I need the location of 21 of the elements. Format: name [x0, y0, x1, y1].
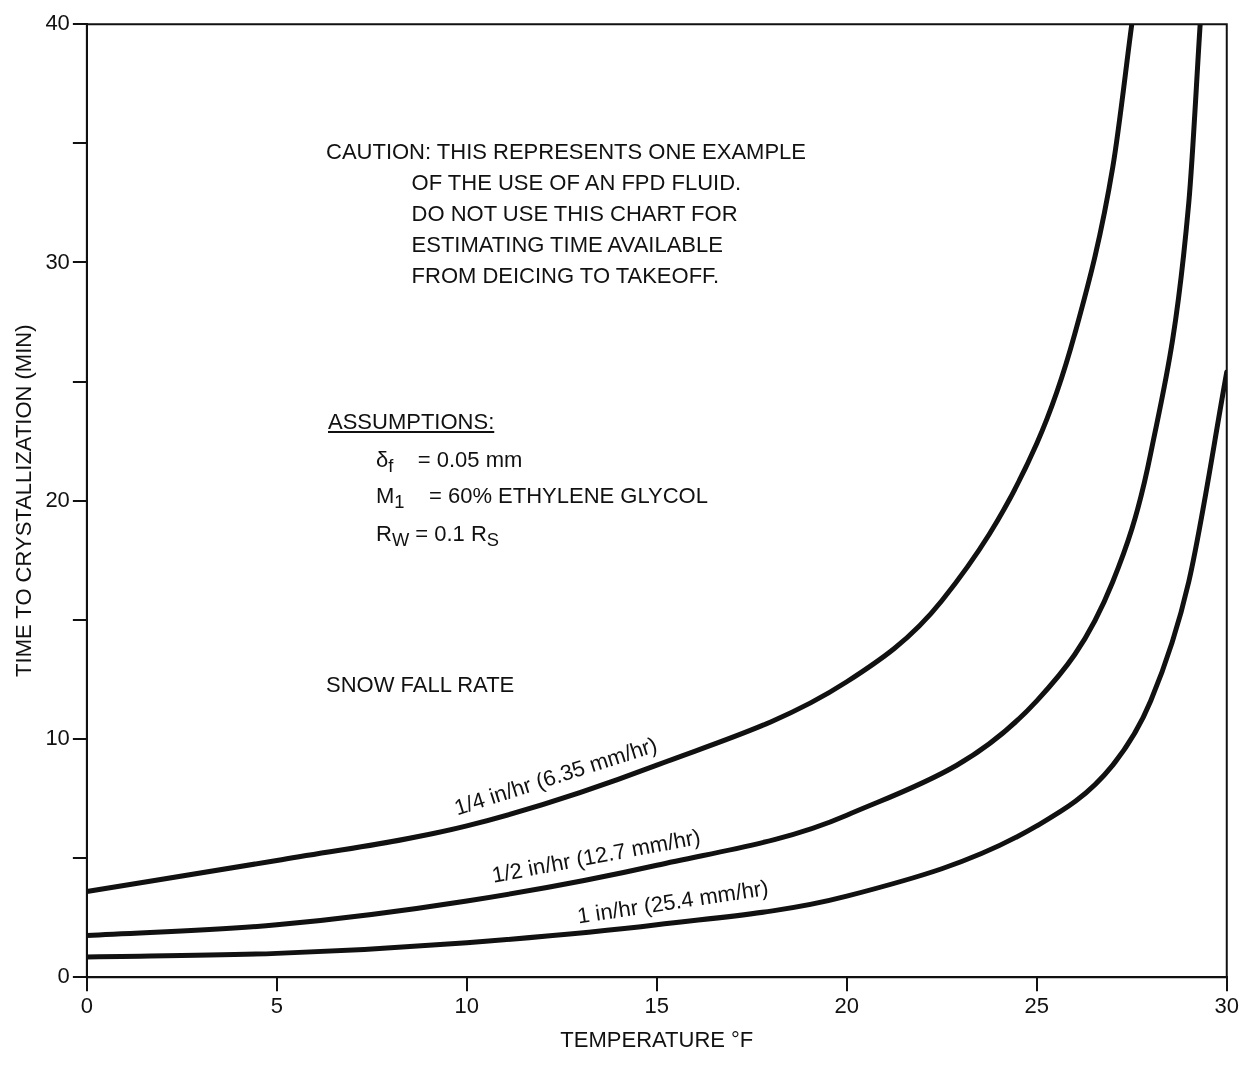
y-tick-label: 30 — [45, 248, 70, 274]
legend-title: SNOW FALL RATE — [326, 672, 515, 698]
annotation: ASSUMPTIONS: — [328, 408, 495, 436]
annotation: CAUTION: THIS REPRESENTS ONE EXAMPLE OF THE USE OF AN FPD FLUID. DO NOT USE THIS CHART FOR ESTIMATING TIME AVAILABLE FROM DEICING TO TAKEOFF. — [326, 138, 807, 290]
x-tick-label: 25 — [1024, 993, 1050, 1019]
x-tick-label: 0 — [80, 993, 93, 1019]
annotation: R$_{W}$ = 0.1 R$_{S}$ — [376, 520, 500, 553]
x-tick-label: 15 — [644, 993, 670, 1019]
y-tick-label: 10 — [45, 725, 70, 751]
text: M$_{1}$ = 60% ETHYLENE GLYCOL — [376, 483, 708, 513]
x-tick-label: 5 — [270, 993, 283, 1019]
text: δ$_{f}$ = 0.05 mm — [376, 447, 523, 477]
x-tick-label: 10 — [454, 993, 480, 1019]
y-tick-label: 0 — [57, 963, 70, 989]
x-tick-label: 30 — [1214, 993, 1240, 1019]
y-tick-label: 20 — [45, 486, 70, 512]
y-axis-title: TIME TO CRYSTALLIZATION (MIN) — [11, 324, 37, 677]
text: 1/4 in/hr (6.35 mm/hr) — [451, 731, 661, 821]
y-tick-label: 40 — [45, 10, 70, 36]
x-tick-label: 20 — [834, 993, 860, 1019]
x-axis-title: TEMPERATURE °F — [560, 1026, 754, 1052]
